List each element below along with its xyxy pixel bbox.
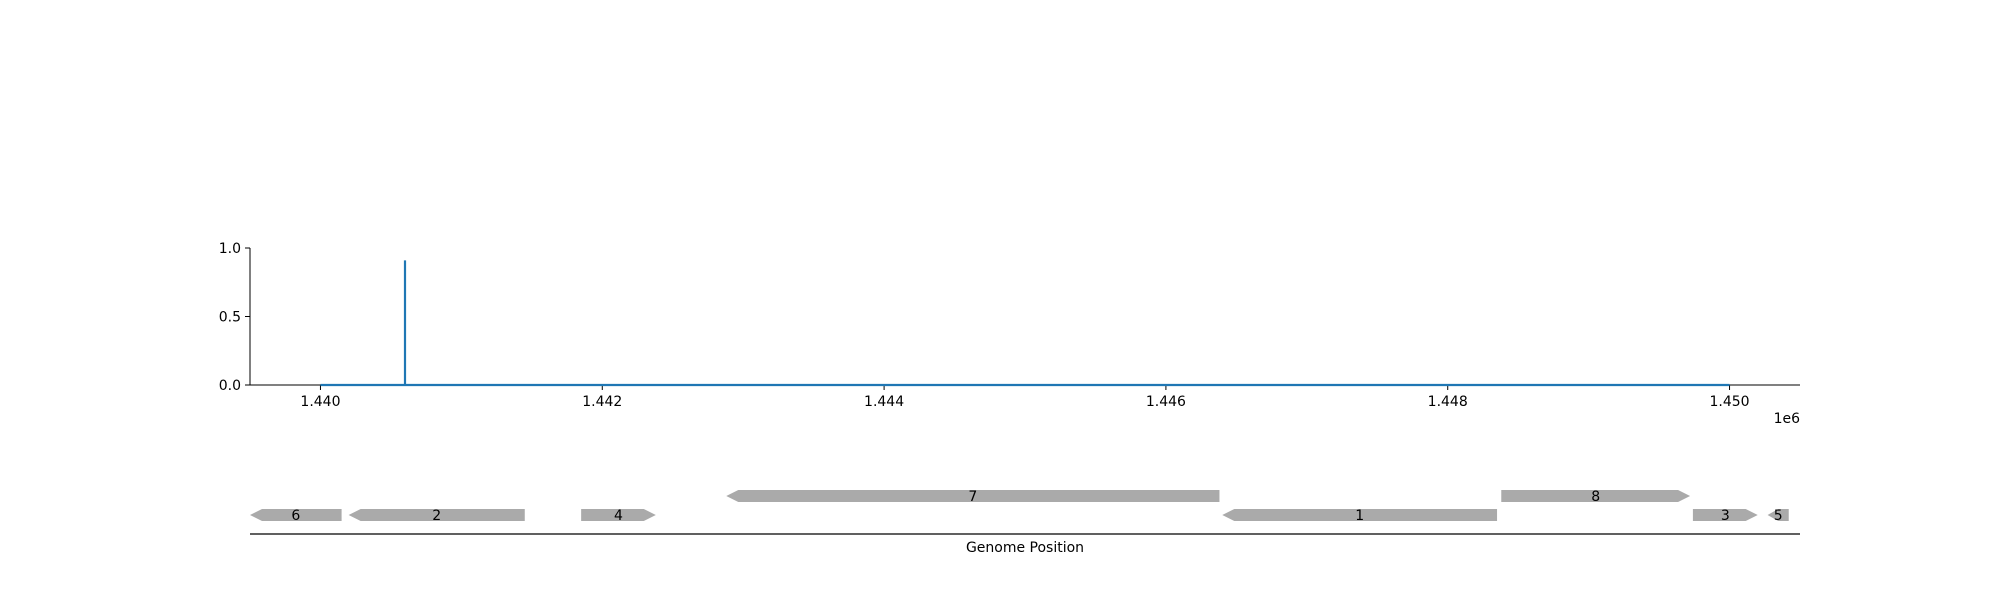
gene-label-2: 2 (432, 508, 441, 524)
gene-feature-8 (1501, 490, 1691, 502)
gene-label-3: 3 (1721, 508, 1730, 524)
coverage-line (320, 260, 1730, 387)
gene-feature-5 (1767, 509, 1789, 521)
gene-feature-6 (250, 509, 342, 521)
gene-feature-4 (581, 509, 656, 521)
gene-label-8: 8 (1591, 489, 1600, 505)
gene-label-6: 6 (291, 508, 300, 524)
gene-feature-1 (1222, 509, 1498, 521)
x-tick-label: 1.444 (864, 394, 904, 410)
gene-label-1: 1 (1355, 508, 1364, 524)
x-tick-label: 1.448 (1428, 394, 1468, 410)
x-offset-text: 1e6 (1774, 411, 1801, 427)
gene-track: Genome Position 6 2 4 7 1 8 3 5 (250, 489, 1800, 556)
gene-label-5: 5 (1774, 508, 1783, 524)
x-tick-label: 1.446 (1146, 394, 1186, 410)
y-tick-label: 0.0 (219, 378, 241, 394)
y-tick-label: 0.5 (219, 310, 241, 326)
gene-feature-7 (726, 490, 1220, 502)
track-x-label: Genome Position (966, 540, 1084, 556)
gene-feature-3 (1692, 509, 1758, 521)
gene-label-7: 7 (968, 489, 977, 505)
x-tick-label: 1.440 (300, 394, 340, 410)
coverage-plot: 0.0 0.5 1.0 1.440 1.442 1.444 1.446 1.448 1.450 1… (219, 241, 1800, 427)
gene-label-4: 4 (614, 508, 623, 524)
x-tick-label: 1.450 (1709, 394, 1749, 410)
y-tick-label: 1.0 (219, 241, 241, 257)
gene-feature-2 (348, 509, 525, 521)
x-tick-label: 1.442 (582, 394, 622, 410)
